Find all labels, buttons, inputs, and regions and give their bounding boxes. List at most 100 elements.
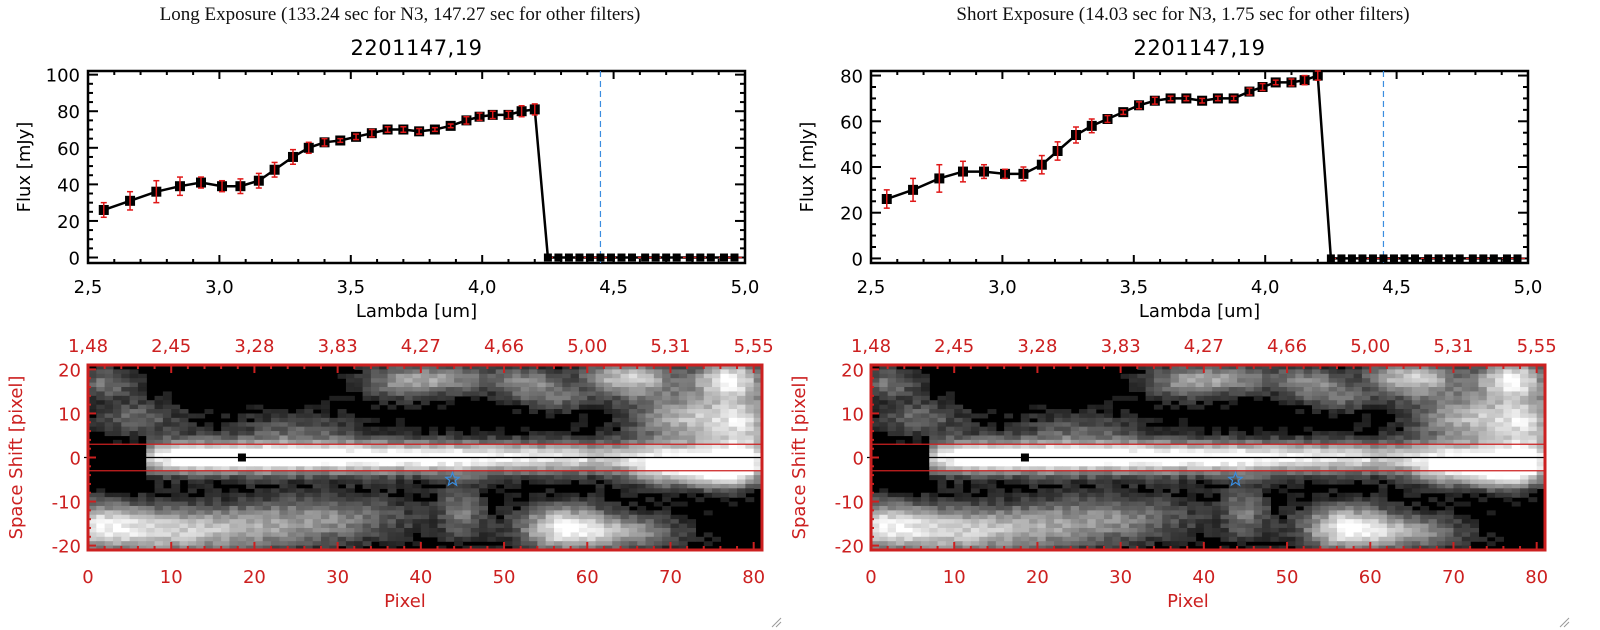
image-pixel: [429, 391, 439, 397]
image-pixel: [429, 369, 439, 375]
image-pixel: [462, 382, 472, 388]
image-pixel: [1378, 470, 1388, 476]
image-pixel: [603, 519, 613, 525]
image-pixel: [112, 514, 122, 520]
image-pixel: [587, 461, 597, 467]
image-pixel: [129, 409, 139, 415]
image-pixel: [304, 413, 314, 419]
image-pixel: [246, 501, 256, 507]
image-pixel: [121, 404, 131, 410]
image-pixel: [970, 479, 980, 485]
image-pixel: [345, 373, 355, 379]
image-pixel: [662, 532, 672, 538]
image-pixel: [246, 492, 256, 498]
image-pixel: [1295, 470, 1305, 476]
image-pixel: [504, 453, 513, 459]
image-pixel: [637, 510, 647, 516]
image-pixel: [1278, 475, 1288, 481]
image-pixel: [678, 426, 688, 432]
image-pixel: [970, 448, 980, 454]
image-pixel: [1386, 479, 1396, 485]
image-pixel: [504, 536, 513, 542]
image-pixel: [937, 483, 947, 489]
image-pixel: [329, 483, 339, 489]
image-pixel: [196, 523, 206, 529]
image-pixel: [262, 475, 272, 481]
image-pixel: [712, 382, 721, 388]
image-pixel: [753, 409, 763, 415]
image-pixel: [304, 532, 314, 538]
image-pixel: [670, 404, 680, 410]
image-pixel: [578, 505, 588, 511]
image-pixel: [1120, 444, 1130, 450]
image-pixel: [395, 514, 405, 520]
image-pixel: [487, 378, 497, 384]
image-pixel: [553, 409, 563, 415]
image-pixel: [154, 470, 164, 476]
image-pixel: [504, 510, 513, 516]
image-pixel: [1079, 457, 1088, 463]
image-pixel: [1153, 417, 1163, 423]
image-pixel: [745, 439, 755, 445]
image-pixel: [362, 448, 372, 454]
image-pixel: [304, 527, 314, 533]
image-pixel: [987, 409, 997, 415]
image-pixel: [1029, 453, 1039, 459]
image-pixel: [603, 475, 613, 481]
image-pixel: [553, 461, 563, 467]
image-pixel: [962, 426, 972, 432]
image-pixel: [987, 431, 997, 437]
image-pixel: [753, 435, 763, 441]
image-pixel: [312, 505, 322, 511]
image-pixel: [429, 523, 439, 529]
image-pixel: [670, 536, 680, 542]
y-tick-label: 10: [58, 404, 81, 425]
image-pixel: [504, 369, 513, 375]
image-pixel: [1436, 453, 1446, 459]
image-pixel: [171, 413, 181, 419]
image-pixel: [345, 382, 355, 388]
image-pixel: [1295, 444, 1305, 450]
image-pixel: [212, 519, 222, 525]
image-pixel: [712, 435, 721, 441]
image-pixel: [578, 461, 588, 467]
image-pixel: [678, 527, 688, 533]
image-pixel: [312, 435, 322, 441]
image-pixel: [720, 431, 730, 437]
image-pixel: [429, 435, 439, 441]
image-pixel: [404, 505, 414, 511]
image-pixel: [1237, 382, 1247, 388]
image-pixel: [703, 461, 713, 467]
image-pixel: [620, 510, 630, 516]
image-pixel: [653, 457, 663, 463]
image-pixel: [462, 378, 472, 384]
image-pixel: [603, 514, 613, 520]
image-pixel: [703, 448, 713, 454]
image-pixel: [520, 545, 530, 551]
image-pixel: [271, 541, 280, 547]
image-pixel: [537, 501, 547, 507]
image-pixel: [512, 457, 522, 463]
image-pixel: [745, 483, 755, 489]
image-pixel: [370, 431, 380, 437]
image-pixel: [1536, 395, 1546, 401]
image-pixel: [171, 470, 181, 476]
image-pixel: [445, 378, 455, 384]
image-pixel: [404, 479, 414, 485]
image-pixel: [687, 453, 697, 459]
image-pixel: [154, 488, 164, 494]
resize-handle-icon[interactable]: [770, 616, 782, 628]
image-pixel: [237, 519, 247, 525]
image-pixel: [1112, 461, 1122, 467]
image-pixel: [1520, 448, 1529, 454]
image-pixel: [1054, 453, 1063, 459]
image-pixel: [1528, 439, 1538, 445]
image-pixel: [670, 417, 680, 423]
image-pixel: [745, 365, 755, 371]
image-pixel: [1062, 413, 1072, 419]
image-pixel: [112, 505, 122, 511]
image-pixel: [653, 483, 663, 489]
image-pixel: [470, 373, 480, 379]
data-point: [1455, 254, 1464, 263]
image-pixel: [620, 373, 630, 379]
